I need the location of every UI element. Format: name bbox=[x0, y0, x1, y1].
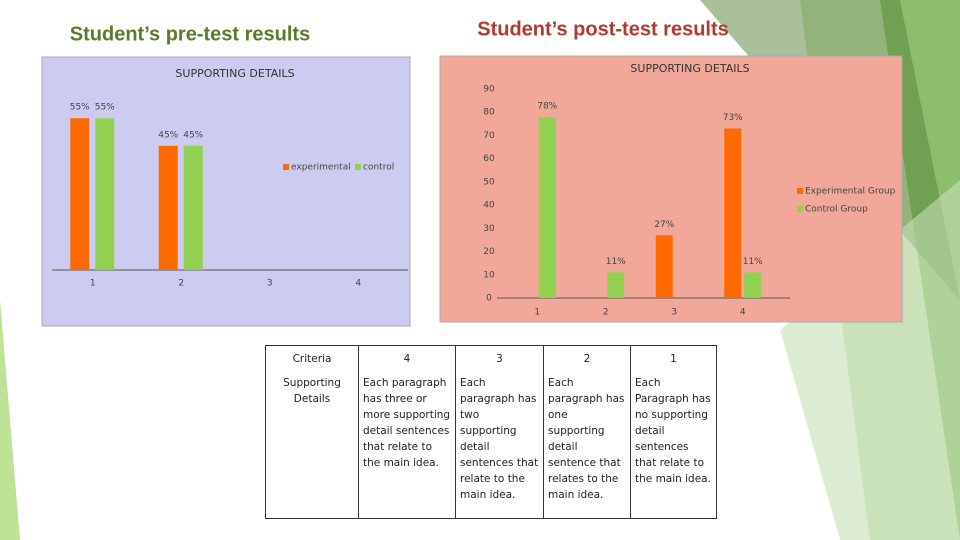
bar bbox=[95, 118, 115, 270]
table-header: 2 bbox=[543, 345, 631, 372]
bar bbox=[607, 272, 625, 298]
x-tick-label: 3 bbox=[267, 279, 273, 289]
data-label: 78% bbox=[537, 101, 557, 111]
table-cell: Each Paragraph has no supporting detail … bbox=[630, 372, 717, 519]
y-tick-label: 20 bbox=[483, 247, 495, 257]
legend-label: Experimental Group bbox=[805, 187, 896, 197]
table-header: 3 bbox=[455, 345, 544, 372]
y-tick-label: 50 bbox=[483, 177, 495, 187]
legend-swatch bbox=[355, 164, 361, 170]
data-label: 11% bbox=[606, 257, 626, 267]
legend-swatch bbox=[797, 188, 803, 194]
bar bbox=[183, 145, 203, 270]
x-tick-label: 4 bbox=[355, 279, 361, 289]
data-label: 73% bbox=[723, 113, 743, 123]
table-cell: Supporting Details bbox=[265, 372, 359, 519]
legend-swatch bbox=[797, 206, 803, 212]
y-tick-label: 40 bbox=[483, 201, 495, 211]
y-tick-label: 70 bbox=[483, 131, 495, 141]
table-cell: Each paragraph has two supporting detail… bbox=[455, 372, 544, 519]
data-label: 55% bbox=[70, 103, 90, 113]
legend-label: Control Group bbox=[805, 205, 868, 215]
x-tick-label: 2 bbox=[603, 308, 609, 318]
data-label: 11% bbox=[743, 257, 763, 267]
table-cell: Each paragraph has three or more support… bbox=[358, 372, 456, 519]
y-tick-label: 80 bbox=[483, 108, 495, 118]
data-label: 45% bbox=[183, 130, 203, 140]
data-label: 55% bbox=[95, 103, 115, 113]
bar bbox=[724, 128, 742, 298]
table-header: 1 bbox=[630, 345, 717, 372]
bar bbox=[744, 272, 762, 298]
table-header: 4 bbox=[358, 345, 456, 372]
slide-heading: Student’s post-test results bbox=[477, 18, 729, 40]
table-cell: Each paragraph has one supporting detail… bbox=[543, 372, 631, 519]
y-tick-label: 60 bbox=[483, 154, 495, 164]
y-tick-label: 30 bbox=[483, 224, 495, 234]
legend-label: experimental bbox=[291, 163, 351, 173]
data-label: 45% bbox=[158, 130, 178, 140]
x-tick-label: 2 bbox=[178, 279, 184, 289]
bar bbox=[538, 116, 556, 298]
chart-title: SUPPORTING DETAILS bbox=[175, 67, 294, 80]
y-tick-label: 90 bbox=[483, 85, 495, 95]
slide-heading: Student’s pre-test results bbox=[70, 23, 310, 45]
rubric-table: Criteria 4 3 2 1 Supporting Details Each… bbox=[265, 345, 717, 519]
bar bbox=[70, 118, 90, 270]
bar bbox=[655, 235, 673, 298]
x-tick-label: 4 bbox=[740, 308, 746, 318]
legend-label: control bbox=[363, 163, 394, 173]
y-tick-label: 0 bbox=[486, 294, 492, 304]
x-tick-label: 3 bbox=[671, 308, 677, 318]
x-tick-label: 1 bbox=[90, 279, 96, 289]
chart-title: SUPPORTING DETAILS bbox=[630, 62, 749, 75]
data-label: 27% bbox=[654, 220, 674, 230]
x-tick-label: 1 bbox=[534, 308, 540, 318]
y-tick-label: 10 bbox=[483, 270, 495, 280]
legend-swatch bbox=[283, 164, 289, 170]
bar bbox=[158, 145, 178, 270]
table-header: Criteria bbox=[265, 345, 359, 372]
